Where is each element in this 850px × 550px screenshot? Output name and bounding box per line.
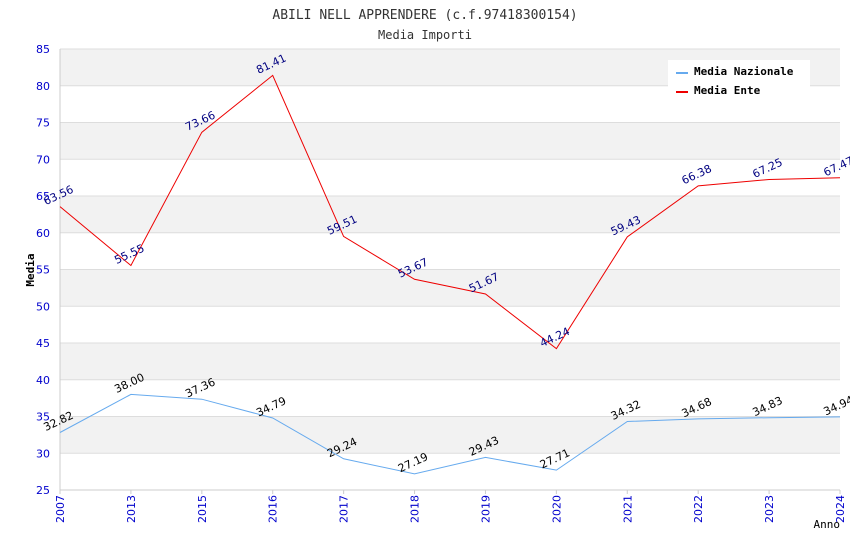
- y-tick-label: 40: [36, 374, 50, 387]
- data-label: 34.83: [751, 394, 785, 419]
- data-label: 55.55: [112, 242, 146, 267]
- chart-subtitle: Media Importi: [378, 28, 472, 42]
- y-tick-label: 35: [36, 411, 50, 424]
- grid-lines: [60, 48, 840, 491]
- legend-label: Media Ente: [694, 84, 761, 97]
- y-axis-title: Media: [24, 253, 37, 286]
- y-tick-label: 65: [36, 190, 50, 203]
- y-tick-label: 30: [36, 447, 50, 460]
- chart-title: ABILI NELL APPRENDERE (c.f.97418300154): [272, 8, 577, 23]
- data-label: 66.38: [680, 162, 714, 187]
- y-axis-ticks: 25 30 35 40 45 50 55 60 65 70 75 80 85: [36, 43, 50, 497]
- y-tick-label: 45: [36, 337, 50, 350]
- y-tick-label: 75: [36, 117, 50, 130]
- y-tick-label: 70: [36, 153, 50, 166]
- grid-band: [60, 122, 840, 160]
- legend-box: [668, 60, 810, 106]
- x-tick-label: 2017: [338, 495, 351, 523]
- x-tick-label: 2021: [621, 495, 634, 523]
- y-tick-label: 25: [36, 484, 50, 497]
- legend-label: Media Nazionale: [694, 65, 794, 78]
- y-tick-label: 85: [36, 43, 50, 56]
- series-line: [59, 393, 841, 475]
- axes: [59, 49, 840, 491]
- x-tick-label: 2022: [692, 495, 705, 523]
- x-tick-label: 2023: [763, 495, 776, 523]
- x-axis-title: Anno: [814, 518, 841, 531]
- y-tick-label: 50: [36, 300, 50, 313]
- x-tick-label: 2018: [409, 495, 422, 523]
- x-tick-label: 2019: [479, 495, 492, 523]
- data-label: 34.79: [254, 394, 288, 419]
- series-line: [59, 74, 841, 350]
- x-tick-label: 2015: [196, 495, 209, 523]
- grid-band: [60, 269, 840, 307]
- plot-background-bands: [60, 49, 840, 454]
- x-tick-label: 2020: [550, 495, 563, 523]
- x-tick-label: 2016: [267, 495, 280, 523]
- legend: Media Nazionale Media Ente: [668, 60, 810, 106]
- x-tick-label: 2007: [54, 495, 67, 523]
- y-tick-label: 60: [36, 227, 50, 240]
- grid-band: [60, 416, 840, 454]
- x-axis-ticks: 2007 2013 2015 2016 2017 2018 2019 2020 2021 2022…: [54, 490, 847, 523]
- grid-band: [60, 196, 840, 233]
- x-tick-label: 2024: [834, 495, 847, 523]
- y-tick-label: 55: [36, 264, 50, 277]
- data-label: 34.94: [821, 393, 850, 418]
- y-tick-label: 80: [36, 80, 50, 93]
- x-tick-label: 2013: [125, 495, 138, 523]
- grid-band: [60, 343, 840, 380]
